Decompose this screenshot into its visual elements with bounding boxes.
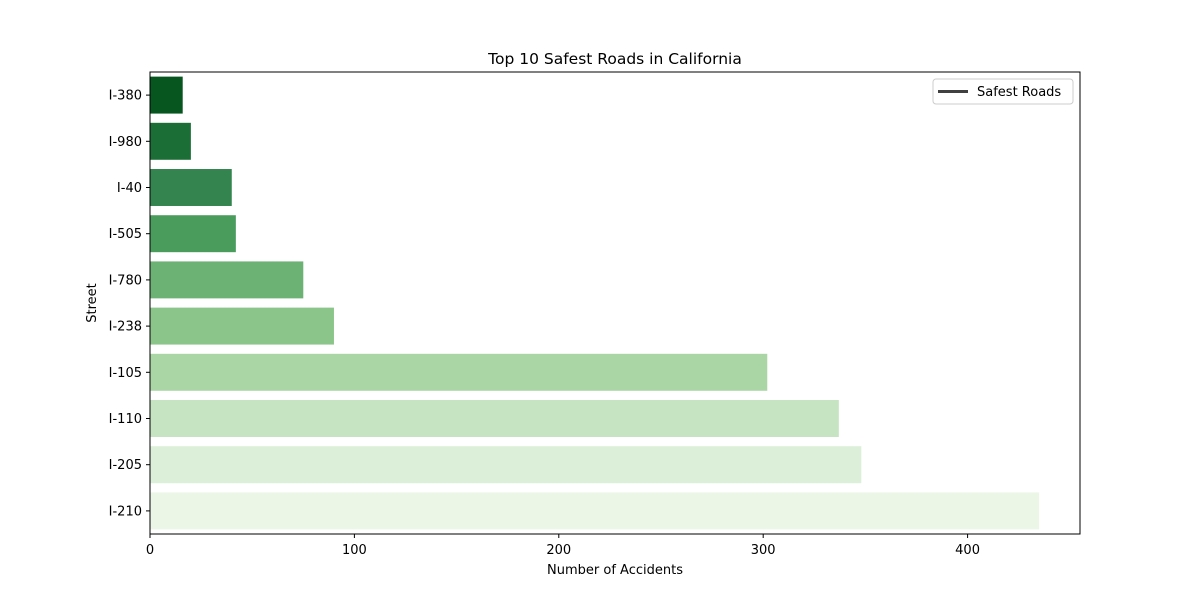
x-tick-label: 300	[751, 543, 776, 558]
bar-i-105	[150, 353, 768, 391]
y-tick-label: I-505	[109, 227, 142, 242]
x-axis-ticks: 0 100 200 300 400	[146, 534, 980, 558]
bar-i-205	[150, 446, 862, 484]
legend-box	[932, 78, 1074, 105]
bar-i-40	[150, 169, 232, 206]
bar-i-505	[150, 215, 236, 253]
x-tick-label: 0	[146, 543, 154, 558]
x-tick-label: 400	[955, 543, 980, 558]
y-tick-label: I-980	[109, 135, 142, 150]
bar-i-980	[150, 122, 191, 160]
bar-i-110	[150, 400, 839, 437]
legend: Safest Roads	[932, 78, 1074, 105]
legend-label: Safest Roads	[977, 85, 1061, 100]
y-tick-label: I-40	[117, 181, 142, 196]
x-axis-label: Number of Accidents	[547, 563, 683, 578]
y-tick-label: I-210	[109, 504, 142, 519]
x-tick-label: 100	[342, 543, 367, 558]
y-axis-label: Street	[85, 283, 100, 323]
bar-i-380	[150, 76, 183, 114]
bar-i-780	[150, 261, 304, 299]
y-tick-label: I-380	[109, 89, 142, 104]
y-tick-label: I-238	[109, 320, 142, 335]
y-tick-label: I-110	[109, 412, 142, 427]
bar-i-238	[150, 307, 334, 345]
x-tick-label: 200	[546, 543, 571, 558]
bar-i-210	[150, 492, 1040, 530]
bars-group	[150, 76, 1040, 530]
chart-title: Top 10 Safest Roads in California	[487, 50, 742, 68]
y-tick-label: I-105	[109, 366, 142, 381]
y-tick-label: I-780	[109, 273, 142, 288]
y-tick-label: I-205	[109, 458, 142, 473]
y-axis-ticks: I-380 I-980 I-40 I-505 I-780 I-238 I-105 I-110 I…	[109, 89, 150, 519]
plot-frame	[149, 71, 1081, 535]
